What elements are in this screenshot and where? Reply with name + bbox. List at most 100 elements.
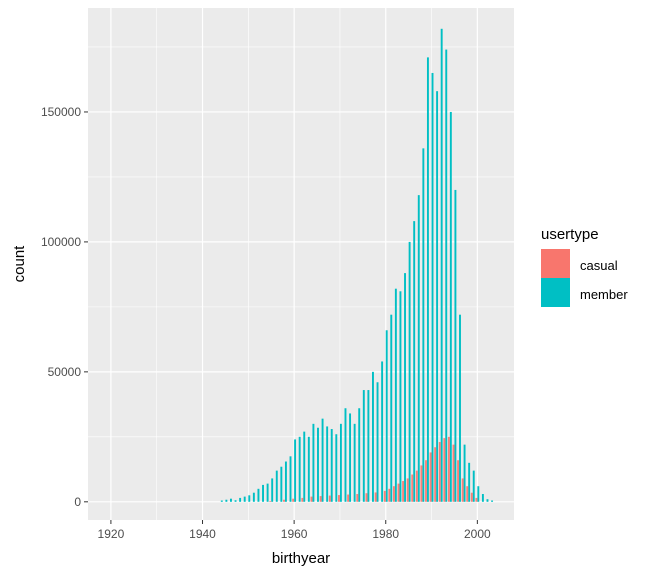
bar-casual (338, 495, 340, 502)
bar-member (399, 291, 402, 502)
bar-member (486, 499, 489, 502)
bar-casual (292, 498, 295, 502)
bar-casual (356, 494, 359, 502)
bar-member (358, 408, 361, 502)
y-tick-label: 0 (74, 495, 81, 509)
plot-panel (88, 8, 514, 520)
bar-casual (406, 478, 409, 502)
bar-member (431, 72, 434, 502)
bar-member (330, 429, 333, 502)
bar-casual (310, 496, 313, 502)
grid-major (88, 8, 514, 520)
bar-member (257, 488, 260, 502)
bar-casual (402, 481, 405, 502)
bar-casual (328, 495, 331, 502)
bar-member (335, 434, 338, 502)
x-tick-label: 1980 (372, 527, 399, 541)
x-axis: 1920 1940 1960 1980 2000 (98, 520, 491, 541)
bar-casual (388, 488, 391, 502)
bar-member (422, 148, 425, 502)
bar-casual (434, 447, 437, 502)
y-tick-label: 100000 (41, 235, 81, 249)
bar-member (275, 470, 278, 502)
bar-member (252, 492, 255, 502)
bar-casual (411, 474, 414, 502)
bar-member (225, 499, 228, 502)
bar-casual (319, 496, 322, 502)
bar-member (220, 500, 223, 502)
grid-minor (88, 8, 514, 520)
member-bars (220, 28, 494, 502)
bar-member (262, 484, 264, 502)
bar-member (326, 426, 329, 502)
bar-member (294, 439, 297, 502)
bar-member (404, 273, 406, 502)
bar-casual (383, 490, 386, 502)
bar-casual (415, 470, 418, 502)
bar-member (390, 314, 393, 502)
bar-casual (397, 483, 400, 502)
bar-casual (470, 492, 473, 502)
bar-member (344, 408, 347, 502)
bar-member (349, 413, 352, 502)
bar-member (353, 423, 356, 502)
bar-member (445, 49, 448, 502)
bar-casual (425, 460, 427, 502)
legend-label-member: member (580, 287, 628, 302)
casual-bars (269, 436, 478, 502)
bar-casual (301, 497, 304, 502)
bar-casual (429, 452, 432, 502)
bar-member (339, 423, 342, 502)
x-tick-label: 1920 (98, 527, 125, 541)
bar-member (417, 195, 420, 502)
bar-member (234, 500, 237, 502)
bar-member (372, 371, 374, 502)
bar-casual (365, 493, 368, 502)
bar-member (463, 444, 466, 502)
bar-member (381, 361, 384, 502)
bar-member (468, 462, 471, 502)
bar-member (317, 427, 319, 502)
x-tick-label: 2000 (464, 527, 491, 541)
bar-member (321, 418, 324, 502)
bar-casual (392, 486, 395, 502)
bar-member (459, 314, 461, 502)
legend-key-casual (541, 249, 570, 278)
bar-member (271, 478, 274, 502)
x-tick-label: 1940 (189, 527, 216, 541)
y-tick-label: 150000 (41, 105, 81, 119)
bar-casual (374, 492, 377, 502)
bar-casual (457, 460, 460, 502)
bar-member (280, 466, 283, 502)
bar-member (394, 288, 397, 502)
bar-member (449, 111, 452, 502)
bar-member (408, 241, 411, 502)
y-axis: 0 50000 100000 150000 (41, 105, 88, 509)
bar-casual (438, 442, 441, 502)
bar-member (436, 91, 439, 502)
bar-member (298, 436, 301, 502)
bar-member (248, 495, 251, 502)
bar-member (266, 483, 269, 502)
bar-member (440, 28, 443, 502)
bar-member (239, 497, 242, 502)
legend-label-casual: casual (580, 258, 618, 273)
bar-member (230, 498, 232, 502)
legend-key-member (541, 278, 570, 307)
bar-member (307, 436, 310, 502)
bar-member (413, 221, 416, 502)
bar-member (376, 382, 379, 502)
bar-member (303, 431, 306, 502)
bar-casual (269, 501, 272, 502)
bar-member (454, 189, 457, 502)
bar-casual (452, 444, 455, 502)
bar-member (284, 461, 287, 502)
bar-member (312, 423, 315, 502)
x-axis-title: birthyear (272, 550, 330, 567)
bar-member (243, 496, 246, 502)
bar-member (481, 494, 484, 502)
bar-casual (283, 499, 285, 502)
bar-casual (447, 436, 450, 502)
bar-member (362, 390, 365, 502)
legend: usertype casual member (541, 226, 628, 307)
